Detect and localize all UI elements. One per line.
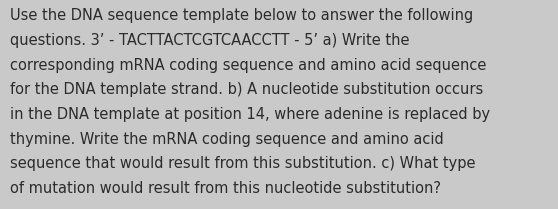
Text: thymine. Write the mRNA coding sequence and amino acid: thymine. Write the mRNA coding sequence …: [10, 132, 444, 147]
Text: sequence that would result from this substitution. c) What type: sequence that would result from this sub…: [10, 156, 475, 171]
Text: in the DNA template at position 14, where adenine is replaced by: in the DNA template at position 14, wher…: [10, 107, 490, 122]
Text: Use the DNA sequence template below to answer the following: Use the DNA sequence template below to a…: [10, 8, 473, 23]
Text: questions. 3’ - TACTTACTCGTCAACCTT - 5’ a) Write the: questions. 3’ - TACTTACTCGTCAACCTT - 5’ …: [10, 33, 410, 48]
Text: of mutation would result from this nucleotide substitution?: of mutation would result from this nucle…: [10, 181, 441, 196]
Text: for the DNA template strand. b) A nucleotide substitution occurs: for the DNA template strand. b) A nucleo…: [10, 82, 483, 97]
Text: corresponding mRNA coding sequence and amino acid sequence: corresponding mRNA coding sequence and a…: [10, 58, 487, 73]
